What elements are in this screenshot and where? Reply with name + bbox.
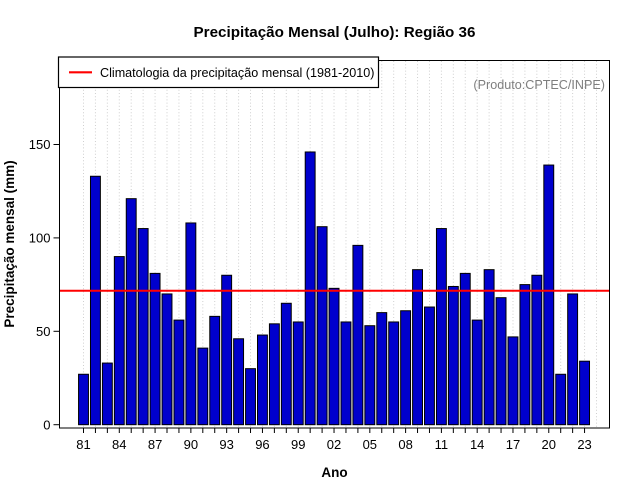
bar-2010 <box>424 306 435 426</box>
bar-1981 <box>78 373 89 426</box>
bar-2007 <box>388 321 400 426</box>
x-tick-label: 17 <box>506 437 520 452</box>
bar-2009 <box>412 269 423 426</box>
bar-2020 <box>543 164 555 426</box>
bar-2014 <box>471 319 483 426</box>
x-tick-label: 08 <box>398 437 412 452</box>
producer-annotation: (Produto:CPTEC/INPE) <box>473 78 605 92</box>
bar-1983 <box>101 362 113 426</box>
chart-title: Precipitação Mensal (Julho): Região 36 <box>194 24 476 41</box>
x-tick-label: 87 <box>148 437 162 452</box>
bar-2013 <box>459 272 471 426</box>
bar-1990 <box>185 222 197 426</box>
x-tick-label: 99 <box>291 437 305 452</box>
y-tick-label: 0 <box>43 417 50 432</box>
y-axis-label: Precipitação mensal (mm) <box>2 160 17 327</box>
x-tick-label: 93 <box>219 437 233 452</box>
y-tick-label: 100 <box>29 231 51 246</box>
bar-1985 <box>125 198 137 426</box>
x-axis-label: Ano <box>321 465 347 480</box>
bar-2023 <box>579 360 591 426</box>
bar-2006 <box>376 312 388 426</box>
legend-label: Climatologia da precipitação mensal (198… <box>100 66 374 80</box>
bar-2022 <box>567 293 579 426</box>
bar-1988 <box>161 293 173 426</box>
x-tick-label: 02 <box>327 437 341 452</box>
bar-1993 <box>221 274 233 426</box>
x-tick-label: 90 <box>184 437 198 452</box>
bar-1995 <box>245 368 256 426</box>
x-tick-label: 05 <box>363 437 377 452</box>
bar-1998 <box>280 302 292 426</box>
x-tick-label: 84 <box>112 437 126 452</box>
x-tick-label: 96 <box>255 437 269 452</box>
bar-2011 <box>435 228 447 426</box>
bar-1996 <box>257 334 268 426</box>
x-tick-label: 20 <box>542 437 556 452</box>
bar-2000 <box>304 151 316 426</box>
x-tick-label: 14 <box>470 437 484 452</box>
bar-2018 <box>519 284 531 426</box>
bar-2003 <box>340 321 352 426</box>
bar-2016 <box>495 297 507 426</box>
y-tick-label: 150 <box>29 137 51 152</box>
axes-ticks-layer: 0 50 100 150 81 84 87 90 93 96 99 02 05 08 11 14 17 20 23 <box>29 137 592 452</box>
x-tick-label: 23 <box>577 437 591 452</box>
bar-1982 <box>89 175 101 426</box>
bar-2004 <box>352 244 364 426</box>
bar-2015 <box>483 269 495 426</box>
bar-1984 <box>113 256 125 426</box>
bar-2005 <box>364 325 376 426</box>
bar-1994 <box>233 338 245 426</box>
x-tick-label: 81 <box>76 437 90 452</box>
bar-2019 <box>531 274 543 426</box>
x-tick-label: 11 <box>435 437 449 452</box>
bar-1987 <box>149 272 161 426</box>
legend-box <box>57 56 380 89</box>
bar-1997 <box>268 323 280 426</box>
bar-1999 <box>292 321 304 426</box>
bar-1992 <box>209 315 221 426</box>
bar-2001 <box>316 226 328 426</box>
bar-1986 <box>137 228 149 426</box>
y-tick-label: 50 <box>36 324 50 339</box>
bar-2002 <box>328 287 340 426</box>
bar-1991 <box>197 347 209 426</box>
legend: Climatologia da precipitação mensal (198… <box>57 56 380 89</box>
bar-2012 <box>447 285 459 426</box>
bars-layer <box>78 151 591 426</box>
bar-2021 <box>555 373 567 426</box>
bar-2008 <box>400 310 412 426</box>
bar-1989 <box>173 319 185 426</box>
bar-2017 <box>507 336 519 426</box>
